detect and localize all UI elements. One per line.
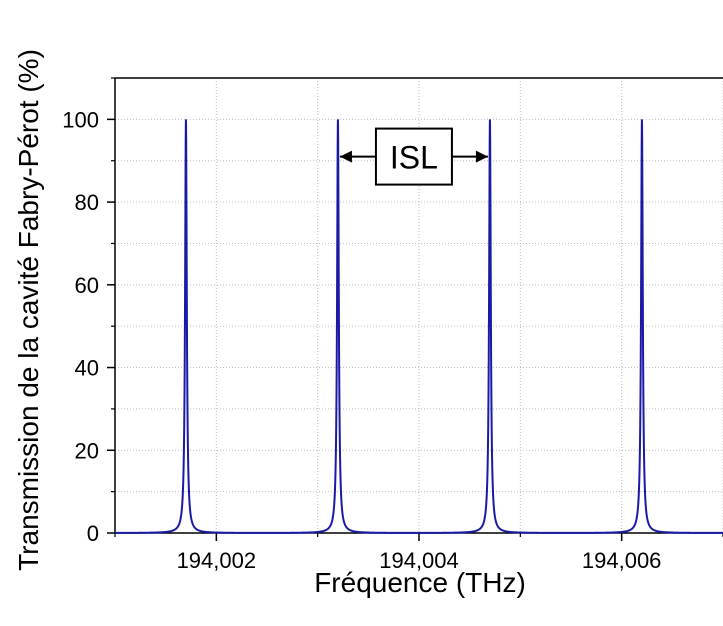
x-tick-label: 194,006 [582, 548, 662, 573]
y-tick-label: 80 [75, 190, 99, 215]
isl-arrowhead-left [340, 151, 352, 163]
isl-label: ISL [390, 140, 438, 176]
isl-annotation: ISL [340, 129, 488, 185]
y-tick-label: 40 [75, 356, 99, 381]
x-tick-label: 194,002 [177, 548, 257, 573]
y-axis-label: Transmission de la cavité Fabry-Pérot (%… [13, 49, 44, 571]
y-tick-label: 100 [62, 107, 99, 132]
y-tick-label: 60 [75, 273, 99, 298]
x-axis-label: Fréquence (THz) [314, 567, 526, 598]
y-tick-label: 20 [75, 438, 99, 463]
y-tick-label: 0 [87, 521, 99, 546]
